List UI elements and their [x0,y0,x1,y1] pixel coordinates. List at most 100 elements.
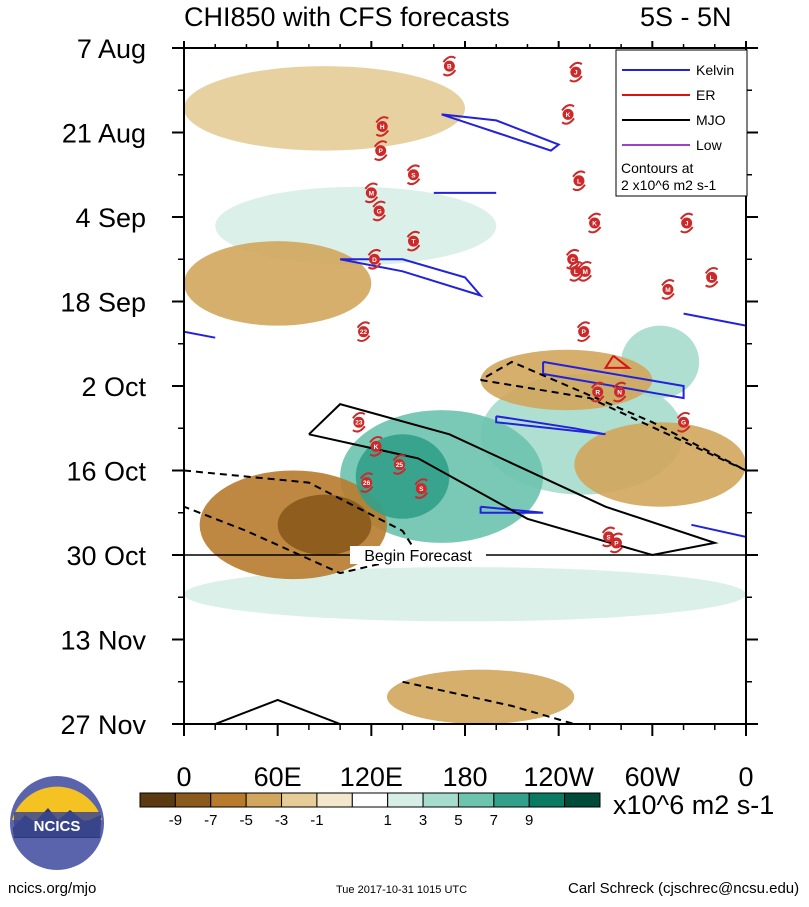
storm-label: P [379,148,384,155]
x-tick-label: 60W [625,762,681,792]
storm-label: S [606,534,611,541]
field-region [184,567,746,622]
storm-swirl-icon [679,212,694,234]
colorbar-unit: x10^6 m2 s-1 [613,790,775,820]
storm-label: H [380,124,385,131]
storm-dot [415,483,427,495]
field-region [184,66,465,151]
field-region [355,434,450,519]
colorbar-label: -3 [275,812,288,829]
mjo-contour [214,698,341,724]
storm-marker: 22 [356,321,371,342]
storm-marker: P [609,532,624,554]
storm-dot [678,416,690,428]
field-region [386,669,575,724]
field-region [184,241,372,326]
storm-marker: D [367,248,382,270]
storm-swirl-icon [392,454,407,475]
colorbar-swatch [457,792,495,808]
storm-swirl-icon [375,116,390,137]
storm-swirl-icon [612,381,627,403]
colorbar-swatch [281,792,318,808]
y-tick-label: 21 Aug [62,119,146,149]
storm-dot [579,265,591,277]
storm-dot [353,416,365,428]
logo-sun-icon [12,786,102,820]
storm-marker: 26 [359,472,374,493]
forecast-label: Begin Forecast [364,548,472,565]
y-tick-label: 30 Oct [66,541,146,571]
colorbar-label: 5 [454,812,462,829]
storm-dot [393,458,405,470]
wave-contours [184,113,746,724]
legend-label: MJO [696,112,726,128]
x-tick-label: 0 [738,762,753,792]
storm-label: L [710,275,714,282]
colorbar-swatch [316,792,353,808]
colorbar-swatch [174,792,212,808]
storm-dot [578,326,590,338]
storm-dot [373,205,385,217]
storm-label: G [681,420,686,427]
storm-dot [592,386,604,398]
legend-label: Low [696,137,723,153]
legend-label: Kelvin [696,62,734,78]
storm-label: K [592,221,597,228]
storm-swirl-icon [356,321,371,342]
storm-label: M [369,190,374,197]
storm-marker: 23 [352,411,366,433]
storm-dot [375,145,387,157]
colorbar-swatch [387,792,424,808]
storm-label: 22 [360,329,368,336]
storm-label: 23 [355,420,363,427]
storm-dot [376,120,388,132]
y-tick-label: 18 Sep [60,288,146,318]
colorbar-swatch [351,792,389,808]
storm-marker: K [587,212,602,234]
y-tick-label: 13 Nov [60,626,146,656]
legend-note: Contours at [621,160,693,176]
storm-swirl-icon [364,182,379,204]
x-tick-label: 0 [176,762,191,792]
storm-dot [662,283,674,295]
storm-swirl-icon [406,164,421,186]
kelvin-contour [339,258,484,298]
y-tick-label: 2 Oct [81,372,146,402]
storm-marker: K [369,436,383,457]
storm-swirl-icon [704,267,719,288]
storm-swirl-icon [569,61,583,83]
storm-label: L [577,178,581,185]
storm-label: 26 [363,480,371,487]
storm-marker: S [406,164,421,186]
footer-url[interactable]: ncics.org/mjo [8,880,97,897]
storm-label: C [570,257,575,264]
storm-label: S [411,172,416,179]
storm-marker: P [576,321,591,342]
storm-swirl-icon [367,248,382,270]
storm-label: P [614,540,619,547]
storm-label: L [574,269,578,276]
colorbar-swatch [245,792,283,808]
logo-text: NCICS [34,818,81,835]
storm-dot [361,477,373,489]
storm-marker: L [704,267,719,288]
storm-dot [610,537,622,549]
x-tick-label: 60E [254,762,302,792]
storm-swirl-icon [369,436,383,457]
storm-marker: R [590,381,605,403]
legend-label: ER [696,87,715,103]
colorbar-swatch [210,792,247,808]
kelvin-contour [495,415,606,436]
colorbar-swatch [139,792,176,808]
colorbar-label: 3 [419,812,427,829]
storm-label: B [447,64,452,71]
colorbar-swatch [493,792,530,808]
er-contour [603,355,632,369]
storm-label: J [574,70,578,77]
y-tick-label: 27 Nov [60,710,146,740]
storm-marker: 25 [392,454,407,475]
storm-swirl-icon [609,532,624,554]
field-region [277,494,372,555]
